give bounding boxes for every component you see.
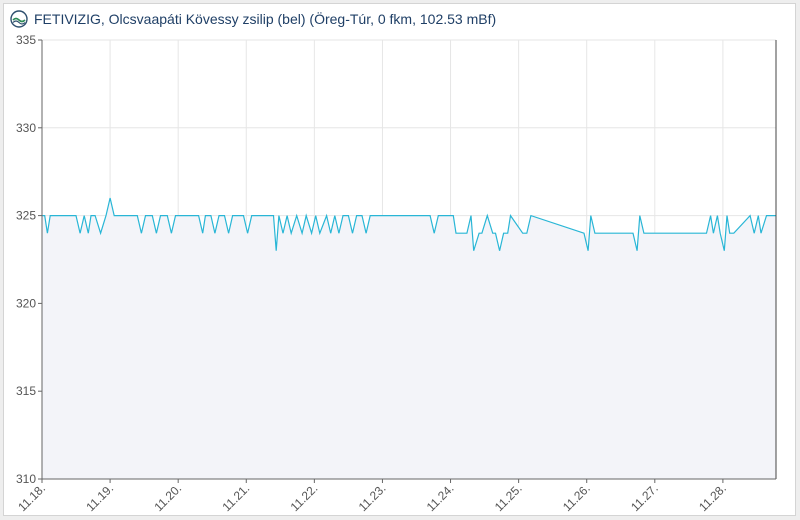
y-tick-label: 325: [16, 209, 36, 223]
x-tick-label: 11.27.: [628, 481, 661, 514]
y-axis-ticks: 310 315 320 325 330 335: [16, 33, 42, 486]
y-tick-label: 310: [16, 472, 36, 486]
axes: [41, 40, 776, 480]
x-tick-label: 11.19.: [83, 481, 116, 514]
x-tick-label: 11.23.: [356, 481, 389, 514]
x-tick-label: 11.25.: [492, 481, 525, 514]
water-drop-wave-icon: [10, 10, 28, 28]
chart-title: FETIVIZIG, Olcsvaapáti Kövessy zsilip (b…: [34, 11, 497, 27]
x-tick-label: 11.18.: [15, 481, 48, 514]
area-fill: [42, 198, 776, 479]
x-tick-label: 11.24.: [424, 481, 457, 514]
x-tick-label: 11.22.: [288, 481, 321, 514]
x-tick-label: 11.20.: [151, 481, 184, 514]
series-line: [42, 197, 776, 251]
y-tick-label: 320: [16, 296, 36, 310]
x-tick-label: 11.21.: [220, 481, 253, 514]
x-axis-ticks: 11.18. 11.19. 11.20. 11.21. 11.22. 11.23. 11.2…: [15, 479, 729, 514]
chart-header: FETIVIZIG, Olcsvaapáti Kövessy zsilip (b…: [10, 8, 496, 30]
x-tick-label: 11.28.: [696, 481, 729, 514]
x-tick-label: 11.26.: [560, 481, 593, 514]
y-tick-label: 335: [16, 33, 36, 47]
y-tick-label: 330: [16, 121, 36, 135]
y-tick-label: 315: [16, 384, 36, 398]
